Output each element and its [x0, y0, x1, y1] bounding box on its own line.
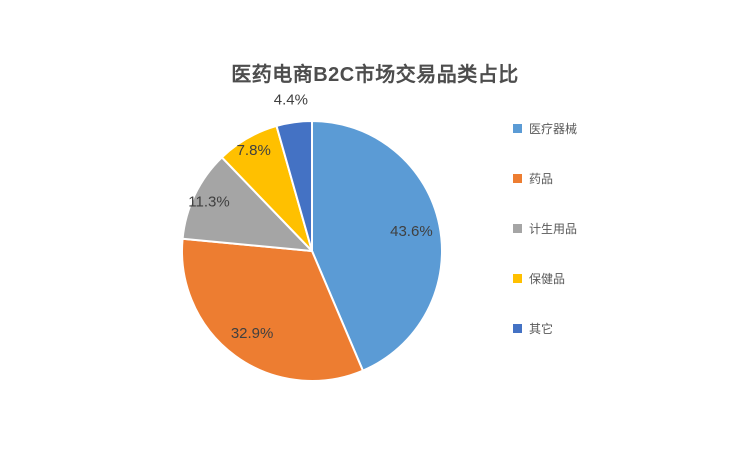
legend: 医疗器械药品计生用品保健品其它 — [513, 120, 577, 370]
legend-swatch-others — [513, 323, 522, 333]
legend-label-drugs: 药品 — [529, 171, 554, 186]
legend-swatch-drugs — [513, 173, 522, 183]
pie-slice-drugs — [181, 237, 364, 382]
chart-title: 医药电商B2C市场交易品类占比 — [231, 64, 519, 86]
slice-label-others: 4.4% — [274, 91, 308, 108]
legend-item-family-planning-products: 计生用品 — [513, 220, 577, 236]
slice-label-drugs: 32.9% — [231, 325, 274, 342]
legend-label-others: 其它 — [529, 321, 554, 336]
pie-slice-others — [275, 120, 313, 252]
legend-label-health-supplements: 保健品 — [529, 271, 566, 286]
pie-slice-medical-devices — [311, 120, 443, 372]
legend-swatch-family-planning-products — [513, 223, 522, 233]
slice-label-health-supplements: 7.8% — [237, 142, 271, 159]
legend-item-others: 其它 — [513, 320, 577, 336]
legend-item-medical-devices: 医疗器械 — [513, 120, 577, 136]
legend-swatch-medical-devices — [513, 123, 522, 133]
slice-label-family-planning-products: 11.3% — [188, 194, 229, 211]
legend-item-drugs: 药品 — [513, 170, 577, 186]
legend-swatch-health-supplements — [513, 273, 522, 283]
legend-item-health-supplements: 保健品 — [513, 270, 577, 286]
legend-label-medical-devices: 医疗器械 — [529, 121, 578, 136]
pie-slice-family-planning-products — [181, 156, 313, 252]
legend-label-family-planning-products: 计生用品 — [529, 221, 578, 236]
slice-label-medical-devices: 43.6% — [390, 223, 433, 240]
